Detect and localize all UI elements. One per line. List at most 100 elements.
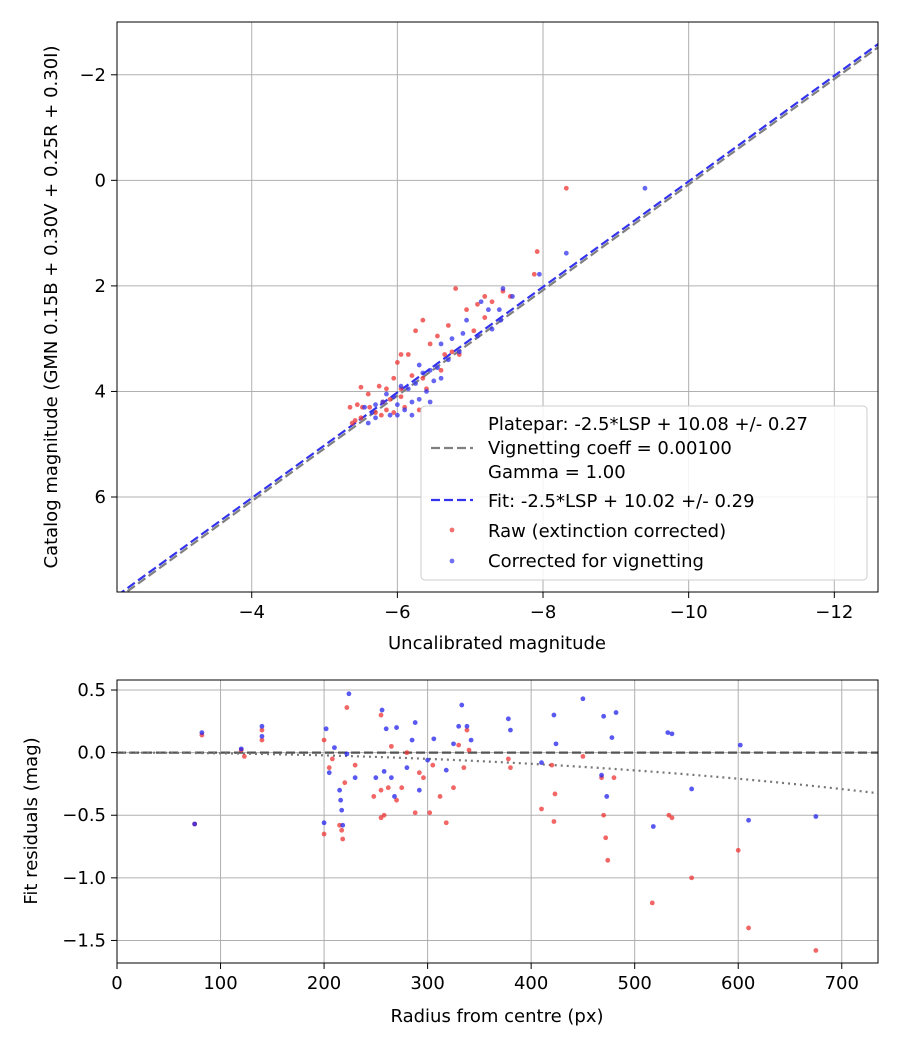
top-point-s1-25 — [402, 407, 408, 413]
bot-point-s0-48 — [605, 857, 611, 863]
bot-point-s1-24 — [409, 737, 415, 743]
bottom-axes-frame — [116, 679, 879, 964]
bot-point-s0-44 — [580, 753, 586, 759]
bottom-x-axis-label: Radius from centre (px) — [390, 1006, 603, 1027]
bot-point-s0-53 — [689, 875, 695, 881]
bot-point-s0-52 — [669, 815, 675, 821]
legend-gamma-label: Gamma = 1.00 — [488, 462, 626, 483]
top-point-s0-15 — [449, 349, 455, 355]
top-point-s1-22 — [405, 386, 411, 392]
top-point-s0-27 — [365, 391, 371, 397]
bot-point-s1-45 — [613, 710, 619, 715]
bot-point-s0-26 — [412, 810, 418, 816]
top-point-s0-47 — [420, 375, 426, 381]
top-point-s0-7 — [475, 301, 480, 307]
bot-point-s1-35 — [505, 716, 511, 722]
top-point-s0-38 — [391, 410, 397, 415]
bot-point-s1-37 — [539, 760, 544, 766]
bot-point-s0-19 — [378, 712, 384, 718]
bot-point-s0-42 — [551, 819, 557, 824]
bot-point-s1-32 — [459, 702, 465, 708]
top-point-s0-36 — [398, 394, 404, 400]
top-point-s0-46 — [438, 367, 444, 373]
top-point-s0-17 — [413, 328, 418, 334]
top-point-s1-13 — [449, 336, 455, 342]
bot-point-s0-56 — [813, 948, 819, 953]
bot-point-s0-30 — [430, 762, 436, 768]
bot-point-s1-5 — [321, 820, 327, 826]
top-point-s1-16 — [445, 357, 451, 363]
bot-point-s0-35 — [461, 765, 467, 771]
bot-point-s1-3 — [259, 733, 265, 739]
bot-point-s0-36 — [464, 727, 470, 733]
legend-vignetting-label: Vignetting coeff = 0.00100 — [488, 438, 732, 459]
top-x-axis-label: Uncalibrated magnitude — [388, 633, 606, 654]
bot-point-s0-31 — [437, 794, 443, 799]
bot-point-s1-0 — [192, 821, 198, 827]
bot-point-s1-31 — [456, 723, 462, 729]
bot-point-s0-50 — [649, 900, 655, 906]
bot-point-s1-23 — [404, 765, 410, 771]
bot-point-s1-36 — [508, 727, 513, 733]
bot-point-s0-54 — [735, 847, 741, 853]
top-point-s0-41 — [347, 404, 353, 410]
bot-point-s1-17 — [379, 707, 385, 713]
top-point-s1-30 — [373, 402, 378, 408]
top-point-s1-17 — [435, 365, 440, 371]
bot-point-s0-29 — [427, 810, 433, 816]
top-point-s1-5 — [496, 307, 502, 313]
bot-point-s0-16 — [371, 794, 377, 799]
top-point-s1-15 — [456, 349, 462, 355]
bottom-plot: 0 100 200 300 400 500 600 700 0.5 0.0 −0.5 −1.0 −1.5… — [21, 679, 879, 1027]
bot-point-s1-46 — [650, 824, 656, 829]
bot-point-s1-38 — [551, 712, 557, 718]
top-point-s0-8 — [482, 315, 488, 320]
bot-point-s1-9 — [337, 787, 343, 793]
top-point-s0-26 — [358, 384, 364, 390]
bot-point-s0-22 — [388, 743, 394, 749]
bot-point-s1-30 — [451, 741, 456, 747]
bot-point-s0-6 — [321, 831, 327, 837]
bot-x-tick-label-4: 400 — [514, 973, 548, 994]
top-point-s0-16 — [420, 317, 426, 323]
bot-point-s1-42 — [601, 713, 607, 719]
top-fit-lines — [120, 43, 878, 592]
top-point-s0-44 — [442, 352, 448, 357]
top-point-s0-39 — [384, 407, 389, 413]
bot-point-s0-13 — [342, 780, 348, 786]
bottom-grid — [116, 680, 878, 963]
bot-point-s0-43 — [552, 791, 558, 797]
legend-corrected-label: Corrected for vignetting — [488, 551, 704, 572]
top-point-s1-21 — [413, 381, 418, 386]
bot-point-s1-1 — [199, 730, 205, 735]
top-line-platepar — [124, 46, 878, 592]
top-point-s0-9 — [471, 328, 477, 334]
top-y-tick-label-0: −2 — [79, 65, 106, 86]
top-y-tick-label-4: 6 — [95, 487, 106, 508]
bot-point-s1-20 — [388, 775, 394, 781]
bottom-ticks: 0 100 200 300 400 500 600 700 0.5 0.0 −0.5 −1.0 −1.5 — [62, 680, 859, 994]
bot-point-s0-11 — [339, 827, 345, 833]
bot-point-s0-39 — [508, 765, 513, 771]
bot-point-s1-8 — [332, 745, 337, 751]
top-point-s1-31 — [369, 410, 375, 415]
bot-point-s1-52 — [813, 814, 819, 819]
bot-point-s0-14 — [344, 705, 350, 710]
top-point-s1-0 — [642, 185, 648, 191]
bot-x-tick-label-1: 100 — [203, 973, 237, 994]
bot-point-s0-49 — [611, 775, 617, 781]
bot-point-s0-18 — [378, 787, 384, 793]
top-point-s0-43 — [378, 412, 384, 418]
bot-x-tick-label-7: 700 — [825, 973, 859, 994]
bot-point-s0-23 — [394, 797, 399, 803]
top-scatter-points — [347, 185, 648, 426]
top-point-s1-2 — [536, 271, 542, 277]
top-point-s1-39 — [409, 412, 415, 418]
top-point-s0-13 — [435, 333, 440, 339]
bot-point-s0-8 — [326, 765, 332, 771]
bot-line-vignetting — [117, 751, 878, 795]
bot-point-s1-40 — [580, 696, 586, 702]
top-point-s1-35 — [387, 412, 393, 418]
bot-point-s1-15 — [352, 775, 358, 781]
top-point-s0-6 — [482, 294, 488, 299]
